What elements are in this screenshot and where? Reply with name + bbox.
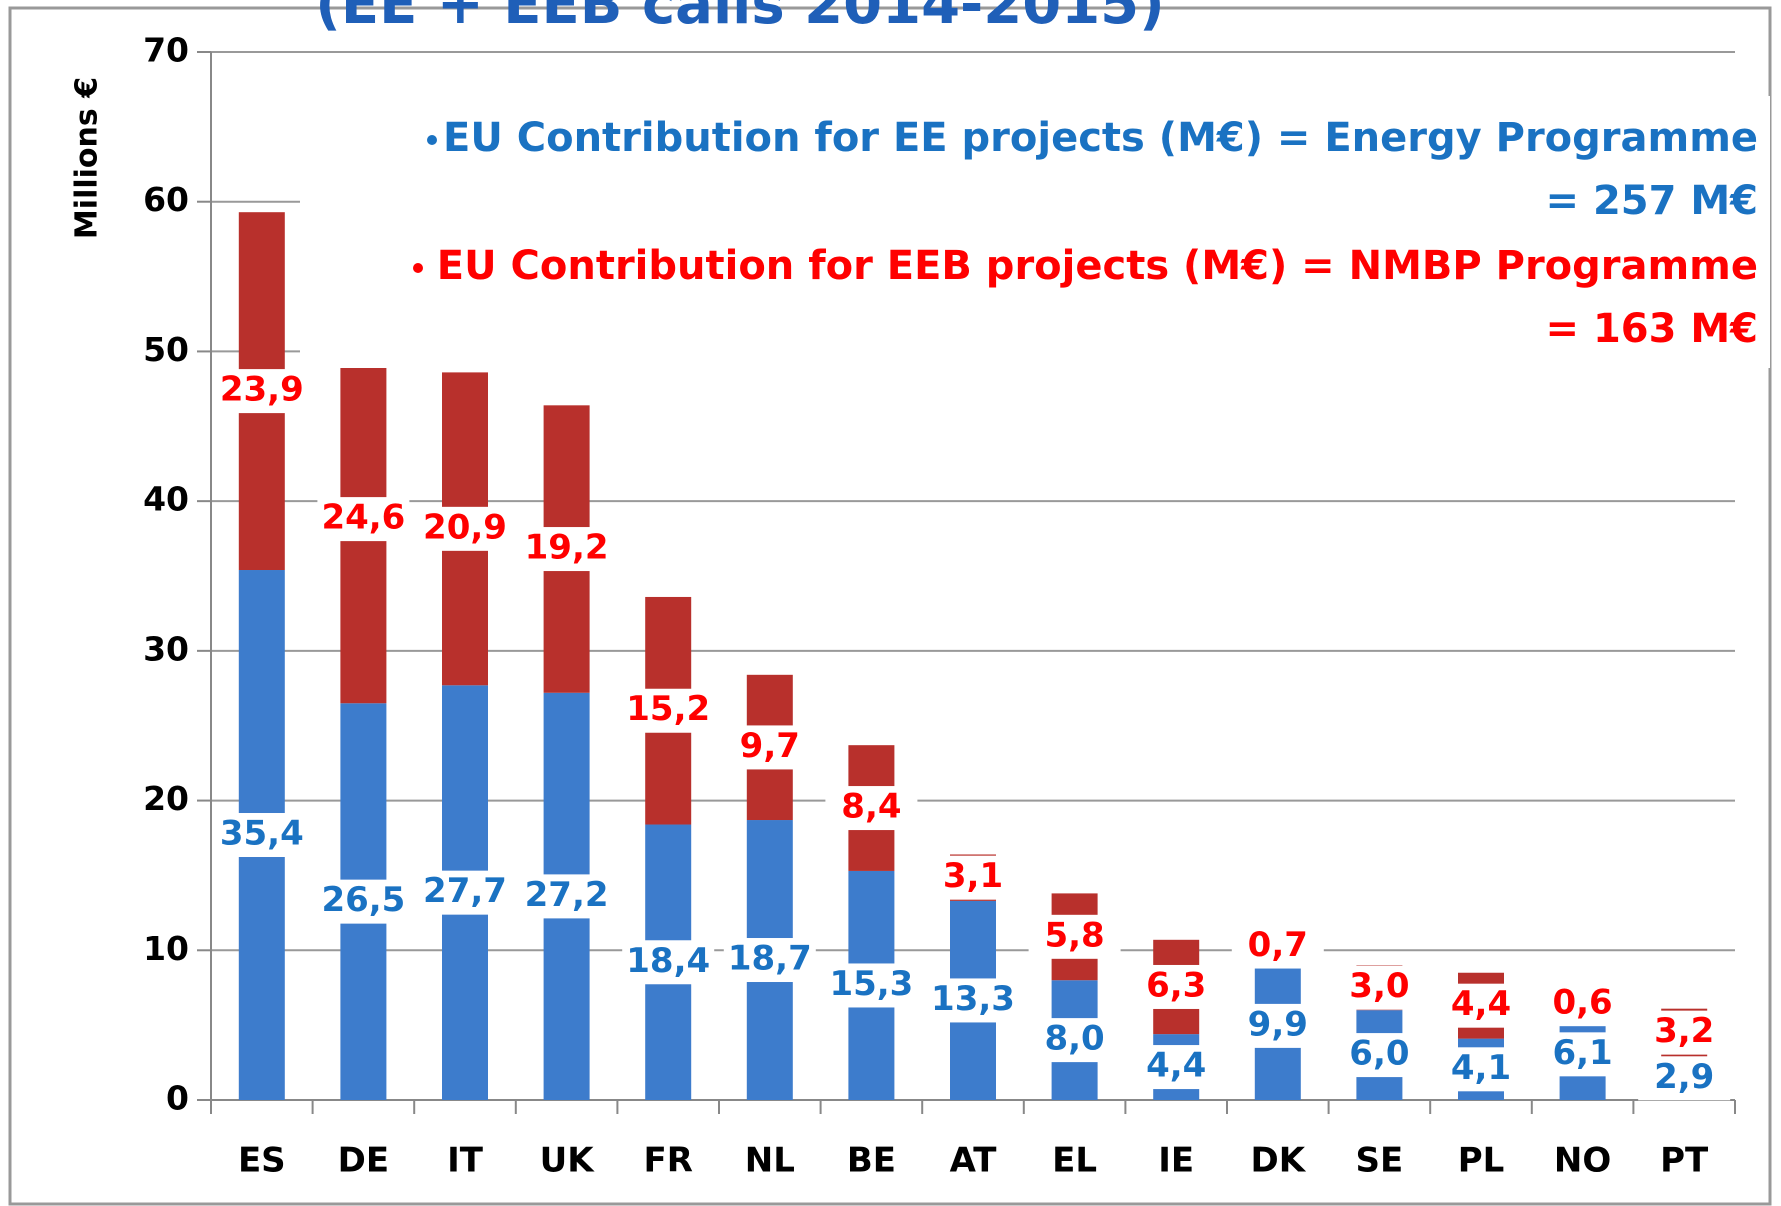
data-label: 27,2 (525, 875, 609, 915)
data-label: 23,9 (220, 370, 304, 410)
data-label: 6,0 (1349, 1034, 1409, 1074)
label-bg (317, 879, 410, 924)
label-bg (825, 963, 918, 1008)
x-tick-label: IT (447, 1141, 484, 1181)
label-bg (825, 786, 918, 831)
y-tick-label: 40 (143, 480, 189, 519)
data-label: 15,2 (626, 689, 710, 729)
label-bg (520, 527, 613, 572)
x-tick-label: PT (1660, 1141, 1709, 1181)
data-label: 9,7 (740, 726, 800, 766)
x-tick-label: DK (1251, 1141, 1307, 1181)
label-bg (1435, 983, 1527, 1028)
x-tick-label: UK (540, 1141, 596, 1181)
label-bg (419, 506, 511, 551)
label-bg (215, 813, 308, 858)
data-label: 0,7 (1248, 925, 1308, 965)
data-label: 9,9 (1248, 1004, 1308, 1044)
x-tick-label: EL (1052, 1141, 1097, 1181)
data-label: 4,4 (1451, 984, 1511, 1024)
legend-total: = 163 M€ (1546, 306, 1759, 352)
data-label: 8,0 (1044, 1019, 1104, 1059)
label-bg (1231, 924, 1324, 969)
data-label: 18,7 (728, 939, 812, 979)
data-label: 26,5 (321, 880, 405, 920)
y-tick-label: 10 (143, 929, 189, 968)
data-label: 4,1 (1451, 1048, 1511, 1088)
label-bg (1333, 965, 1426, 1010)
y-tick-label: 50 (143, 330, 189, 369)
data-label: 3,0 (1349, 966, 1409, 1006)
y-tick-label: 70 (143, 31, 189, 70)
x-tick-label: ES (238, 1141, 286, 1181)
x-tick-label: BE (847, 1141, 896, 1181)
label-bg (1536, 1032, 1629, 1077)
x-tick-label: NL (745, 1141, 795, 1181)
label-bg (927, 855, 1019, 900)
data-label: 18,4 (626, 941, 710, 981)
data-label: 6,3 (1146, 965, 1206, 1005)
x-tick-label: AT (950, 1141, 998, 1181)
label-bg (723, 725, 816, 770)
label-bg (1638, 1056, 1731, 1101)
y-tick-label: 60 (143, 180, 189, 219)
y-axis-label: Millions € (70, 77, 105, 239)
label-bg (1130, 1045, 1223, 1090)
legend-bullet (427, 135, 437, 145)
legend: EU Contribution for EE projects (M€) = E… (300, 96, 1770, 368)
y-tick-label: 20 (143, 779, 189, 818)
legend-entry: EU Contribution for EE projects (M€) = E… (443, 115, 1758, 161)
data-label: 20,9 (423, 507, 507, 547)
label-bg (317, 497, 410, 542)
label-bg (419, 870, 511, 915)
data-label: 0,6 (1552, 983, 1612, 1023)
bars: 35,4 23,9 26,5 24,6 27,7 20,9 27,2 19,2 18,4 15,2… (215, 212, 1731, 1101)
label-bg (1638, 1010, 1731, 1055)
data-label: 19,2 (525, 528, 609, 568)
data-label: 6,1 (1552, 1033, 1612, 1073)
data-label: 3,2 (1654, 1011, 1714, 1051)
label-bg (1333, 1033, 1426, 1078)
label-bg (1028, 1018, 1121, 1063)
label-bg (1231, 1003, 1324, 1048)
x-tick-label: IE (1158, 1141, 1194, 1181)
label-bg (622, 688, 715, 733)
chart-title: (EE + EEB calls 2014-2015) (315, 0, 1164, 37)
label-bg (723, 938, 816, 983)
x-tick-label: NO (1554, 1141, 1611, 1181)
data-label: 15,3 (829, 964, 913, 1004)
data-label: 24,6 (321, 498, 405, 538)
data-label: 27,7 (423, 871, 507, 911)
legend-total: = 257 M€ (1546, 178, 1759, 224)
data-label: 8,4 (841, 787, 901, 827)
legend-bullet (413, 263, 423, 273)
label-bg (1028, 914, 1121, 959)
data-label: 4,4 (1146, 1046, 1206, 1086)
y-tick-label: 30 (143, 629, 189, 668)
label-bg (1435, 1047, 1527, 1092)
data-label: 3,1 (943, 856, 1003, 896)
data-label: 35,4 (220, 814, 304, 854)
x-tick-label: SE (1356, 1141, 1404, 1181)
frame (8, 6, 1772, 1206)
x-tick-label: PL (1458, 1141, 1505, 1181)
label-bg (215, 369, 308, 414)
legend-entry: EU Contribution for EEB projects (M€) = … (437, 243, 1758, 289)
x-tick-label: DE (338, 1141, 389, 1181)
data-label: 13,3 (931, 979, 1015, 1019)
legend-box (300, 96, 1770, 368)
label-bg (520, 874, 613, 919)
data-label: 5,8 (1044, 915, 1104, 955)
label-bg (1130, 964, 1223, 1009)
y-tick-label: 0 (166, 1079, 189, 1118)
label-bg (1536, 982, 1629, 1027)
data-label: 2,9 (1654, 1057, 1714, 1097)
label-bg (622, 940, 715, 985)
x-tick-label: FR (643, 1141, 692, 1181)
label-bg (927, 978, 1019, 1023)
